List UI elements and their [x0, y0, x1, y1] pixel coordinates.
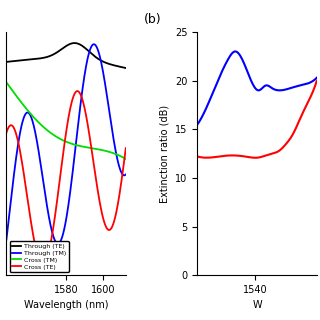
X-axis label: Wavelength (nm): Wavelength (nm): [24, 300, 108, 310]
Y-axis label: Extinction ratio (dB): Extinction ratio (dB): [160, 105, 170, 203]
X-axis label: W: W: [252, 300, 262, 310]
Legend: Through (TE), Through (TM), Cross (TM), Cross (TE): Through (TE), Through (TM), Cross (TM), …: [10, 241, 69, 272]
Text: (b): (b): [144, 12, 161, 26]
